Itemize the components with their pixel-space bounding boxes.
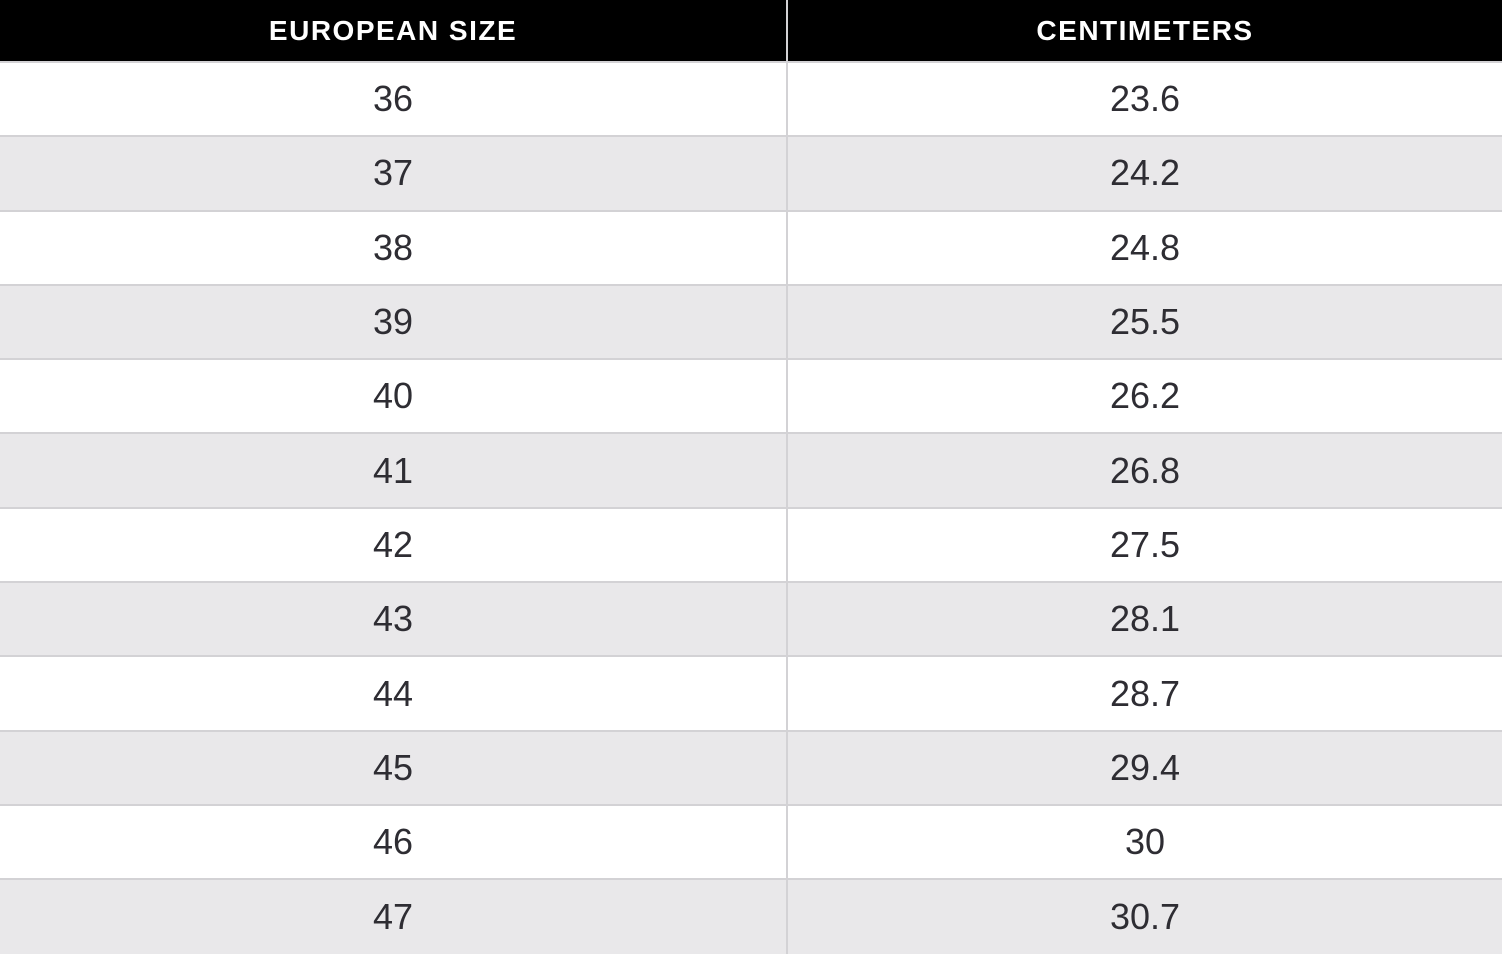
cm-cell: 25.5 (787, 283, 1502, 360)
cm-cell: 24.2 (787, 135, 1502, 211)
table-row: 40 26.2 (0, 358, 1502, 434)
size-cell: 37 (0, 135, 789, 211)
size-cell: 45 (0, 729, 789, 805)
size-cell: 42 (0, 506, 789, 583)
right-edge-gutter (1502, 0, 1506, 966)
table-row: 47 30.7 (0, 878, 1502, 954)
cm-cell: 24.8 (787, 209, 1502, 285)
table-row: 45 29.4 (0, 729, 1502, 805)
cm-cell: 30.7 (787, 878, 1502, 954)
table-row: 41 26.8 (0, 432, 1502, 508)
size-cell: 41 (0, 432, 789, 508)
size-cell: 47 (0, 878, 789, 954)
table-header: EUROPEAN SIZE CENTIMETERS (0, 0, 1502, 62)
cm-cell: 30 (787, 803, 1502, 880)
header-row: EUROPEAN SIZE CENTIMETERS (0, 0, 1502, 62)
size-cell: 40 (0, 358, 789, 434)
table-row: 43 28.1 (0, 581, 1502, 657)
table-row: 38 24.8 (0, 209, 1502, 285)
table-row: 39 25.5 (0, 283, 1502, 360)
size-cell: 43 (0, 581, 789, 657)
size-cell: 39 (0, 283, 789, 360)
table-row: 44 28.7 (0, 655, 1502, 731)
table-row: 46 30 (0, 803, 1502, 880)
cm-cell: 29.4 (787, 729, 1502, 805)
cm-cell: 23.6 (787, 60, 1502, 137)
size-cell: 36 (0, 60, 789, 137)
cm-cell: 26.2 (787, 358, 1502, 434)
size-cell: 44 (0, 655, 789, 731)
table-row: 37 24.2 (0, 135, 1502, 211)
size-cell: 38 (0, 209, 789, 285)
cm-cell: 28.1 (787, 581, 1502, 657)
size-cell: 46 (0, 803, 789, 880)
cm-cell: 27.5 (787, 506, 1502, 583)
cm-cell: 26.8 (787, 432, 1502, 508)
table-body: 36 23.6 37 24.2 38 24.8 39 25.5 40 26.2 41 26.8 42 27… (0, 60, 1502, 954)
column-header-european-size: EUROPEAN SIZE (0, 0, 789, 62)
table-row: 36 23.6 (0, 60, 1502, 137)
cm-cell: 28.7 (787, 655, 1502, 731)
table-row: 42 27.5 (0, 506, 1502, 583)
column-header-centimeters: CENTIMETERS (787, 0, 1502, 62)
